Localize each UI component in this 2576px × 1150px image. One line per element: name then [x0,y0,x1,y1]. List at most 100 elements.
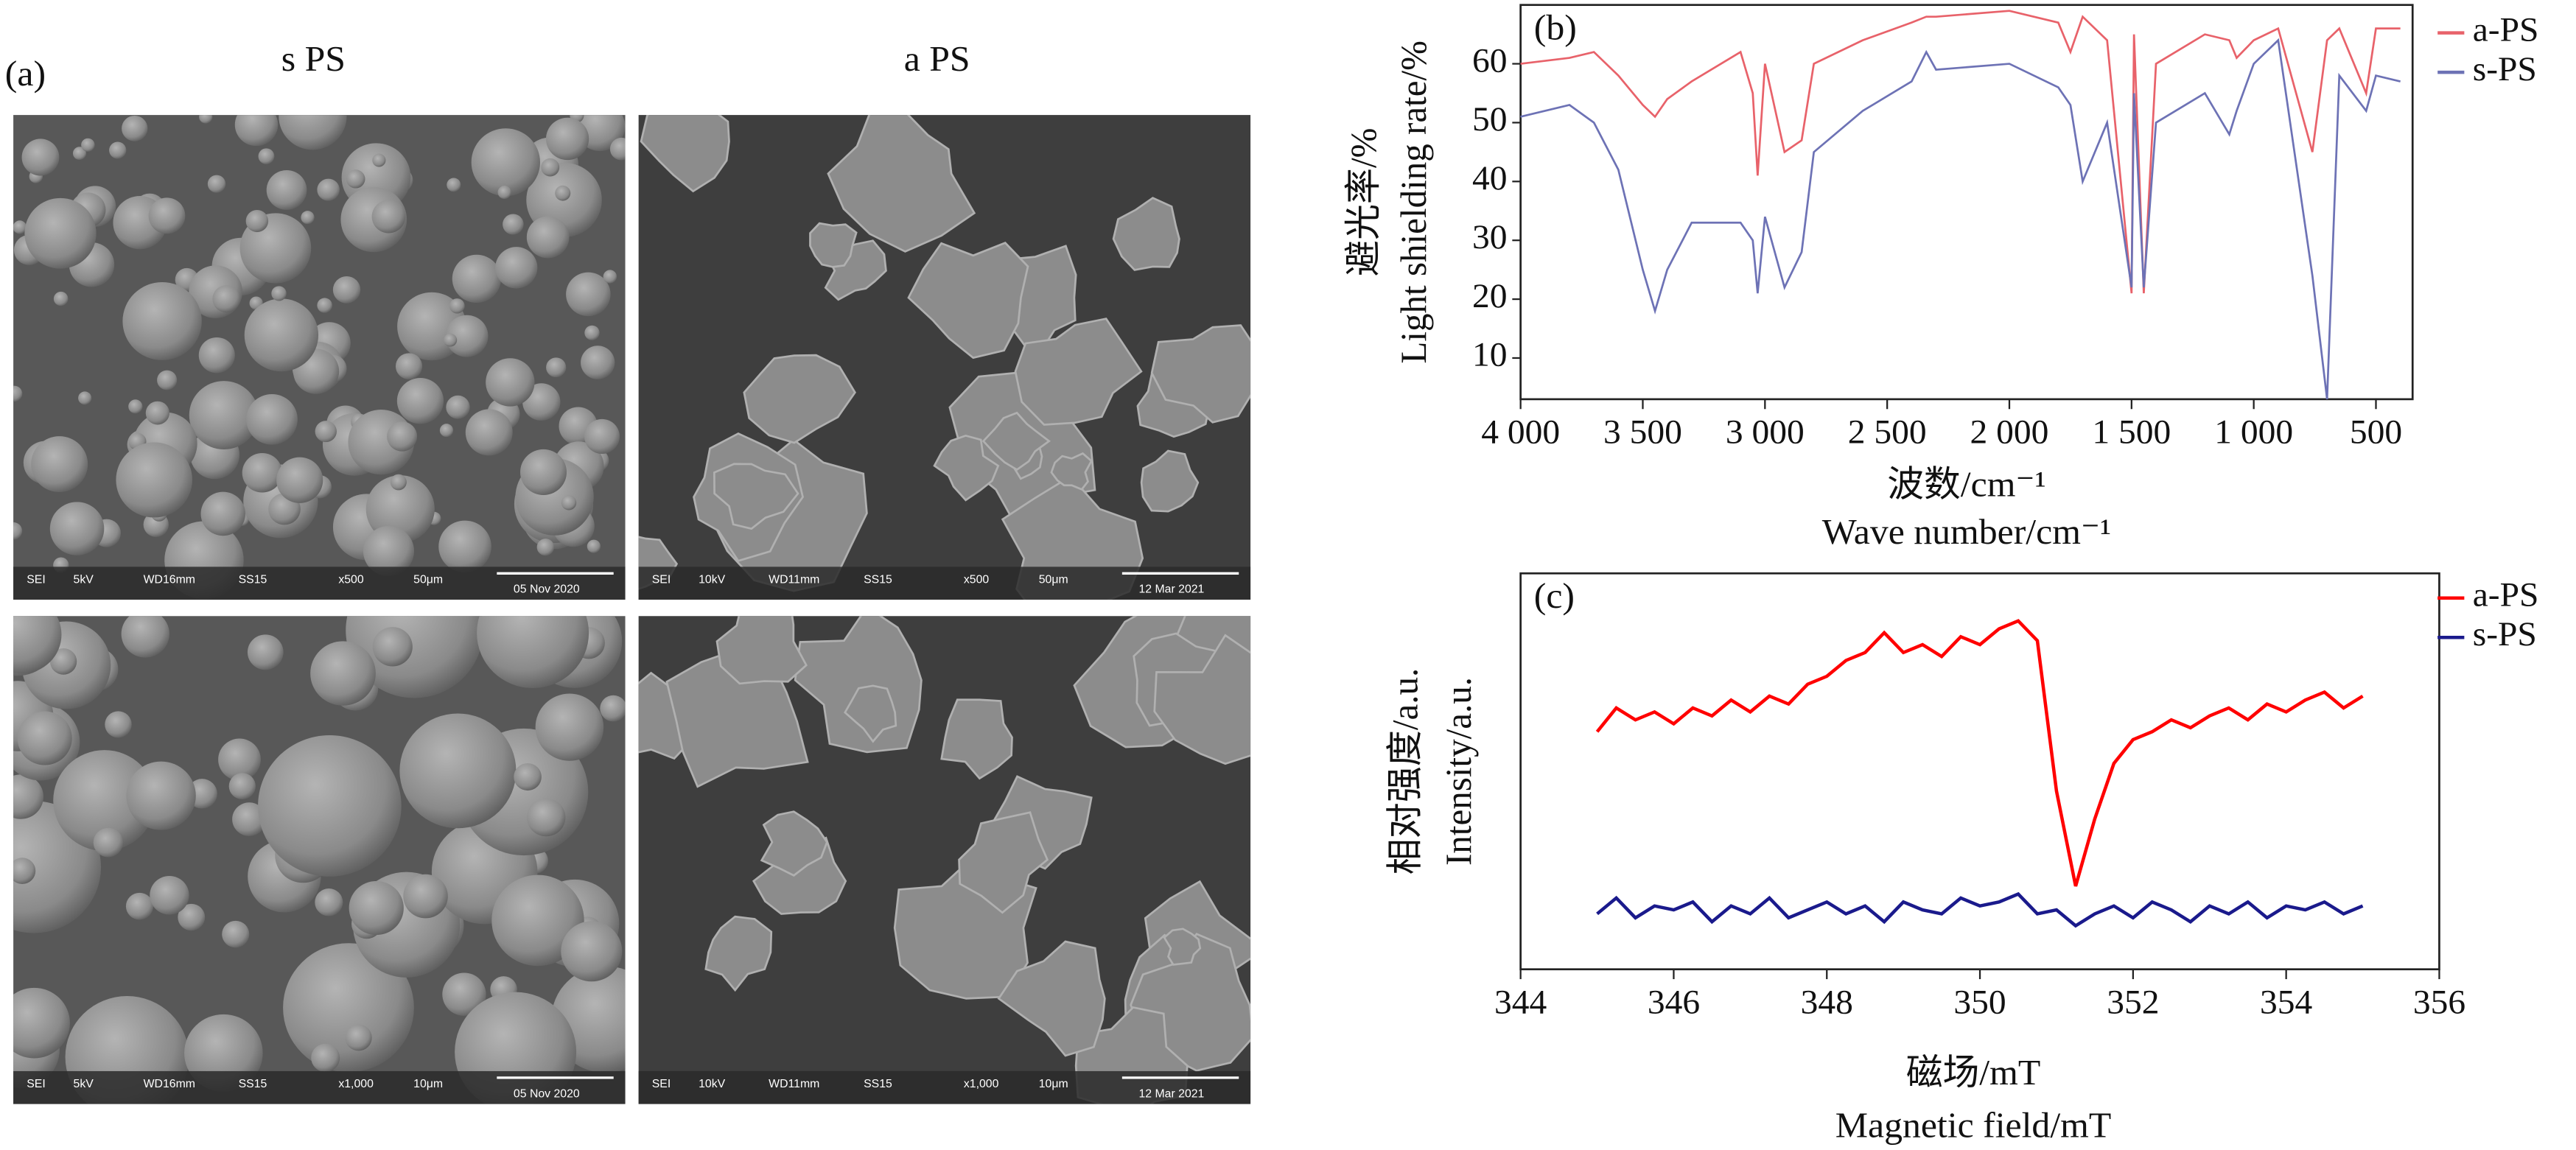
particle [587,539,601,553]
x-tick-label: 1 000 [2214,413,2293,452]
particle [704,915,773,992]
particle [445,315,489,357]
particle [491,874,584,967]
info-text: SS15 [864,573,892,586]
particle [317,178,340,201]
particle [242,452,283,493]
info-text: 05 Nov 2020 [514,1087,580,1100]
particle [372,627,413,667]
particle [116,442,193,518]
particle [212,285,240,313]
particle [218,738,261,781]
particle [940,698,1013,780]
particle [555,185,571,201]
particle [93,827,124,858]
particle [81,138,95,152]
particle [78,391,92,405]
info-text: 10kV [699,1078,726,1090]
particle [907,242,1029,360]
info-text: 10μm [1039,1078,1068,1090]
particle [809,222,858,268]
y-tick-label: 10 [1472,336,1507,374]
particle [13,385,23,402]
particle [396,378,444,424]
particle [444,333,458,347]
particle [640,115,730,193]
particle [53,750,156,852]
x-tick-label: 500 [2350,413,2402,452]
x-tick-label: 346 [1648,984,1700,1022]
particle [495,247,538,289]
particle [198,337,235,374]
sem-image: SEI 10kV WD11mm SS15 x500 50μm 12 Mar 2021 [638,115,1251,600]
sem-content [638,616,1251,1104]
info-text: SS15 [864,1078,892,1090]
particle [844,684,897,743]
particle [346,169,365,189]
x-tick-label: 2 000 [1970,413,2049,452]
particle [584,325,600,340]
particle [245,210,269,233]
series-line [1596,891,2364,928]
particle [395,353,423,379]
series-line [1595,619,2364,887]
series-line [1520,10,2401,294]
particle [452,254,502,304]
sem-content [13,616,626,1104]
particle [13,522,23,540]
info-text: 12 Mar 2021 [1138,583,1204,596]
y-tick-label: 30 [1472,218,1507,256]
info-text: x1,000 [338,1078,374,1090]
x-tick-label: 2 500 [1848,413,1927,452]
y-tick-label: 60 [1472,42,1507,80]
particle [178,903,206,931]
column-title: s PS [281,38,346,79]
info-text: x500 [964,573,990,586]
x-tick-label: 354 [2260,984,2312,1022]
particle [609,137,626,161]
info-text: SEI [27,573,46,586]
particle [279,115,347,150]
plot-frame [1519,4,2414,401]
particle [465,409,513,456]
particle [581,346,615,379]
y-axis-label: Intensity/a.u. [1438,677,1479,866]
particle [546,357,567,378]
info-text: 12 Mar 2021 [1138,1087,1204,1100]
particle [536,539,555,556]
particle [246,393,298,445]
particle [439,424,454,438]
x-tick-label: 1 500 [2092,413,2171,452]
particle [21,139,60,176]
particle [497,186,511,200]
particle [1050,452,1093,491]
particle [527,798,566,837]
particle [545,117,589,161]
particle [584,418,620,455]
particle [317,298,332,313]
particle [442,972,486,1016]
x-tick-label: 348 [1801,984,1853,1022]
panel-label: (b) [1534,7,1577,48]
particle [199,115,213,124]
info-text: SS15 [239,1078,267,1090]
particle [713,463,799,530]
particle [13,774,43,819]
particle [561,921,623,982]
particle [715,616,808,685]
particle [541,158,560,177]
particle [561,495,577,511]
info-text: SS15 [239,573,267,586]
x-axis-label: Wave number/cm⁻¹ [1822,512,2111,553]
info-text: SEI [652,1078,671,1090]
particle [958,811,1049,914]
particle [566,272,611,317]
particle [514,762,542,791]
series-line [1520,38,2401,400]
sem-content [638,115,1251,600]
particle [446,395,470,419]
particle [157,370,178,390]
particle [1140,449,1200,513]
particle [122,282,202,360]
